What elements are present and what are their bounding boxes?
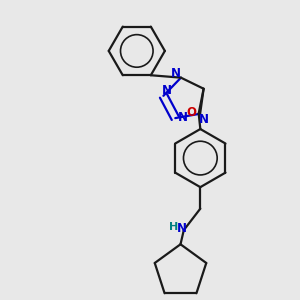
Text: O: O bbox=[186, 106, 197, 119]
Text: N: N bbox=[177, 222, 187, 235]
Text: N: N bbox=[162, 84, 172, 98]
Text: H: H bbox=[169, 222, 178, 233]
Text: N: N bbox=[198, 112, 208, 125]
Text: N: N bbox=[178, 111, 188, 124]
Text: N: N bbox=[171, 67, 181, 80]
